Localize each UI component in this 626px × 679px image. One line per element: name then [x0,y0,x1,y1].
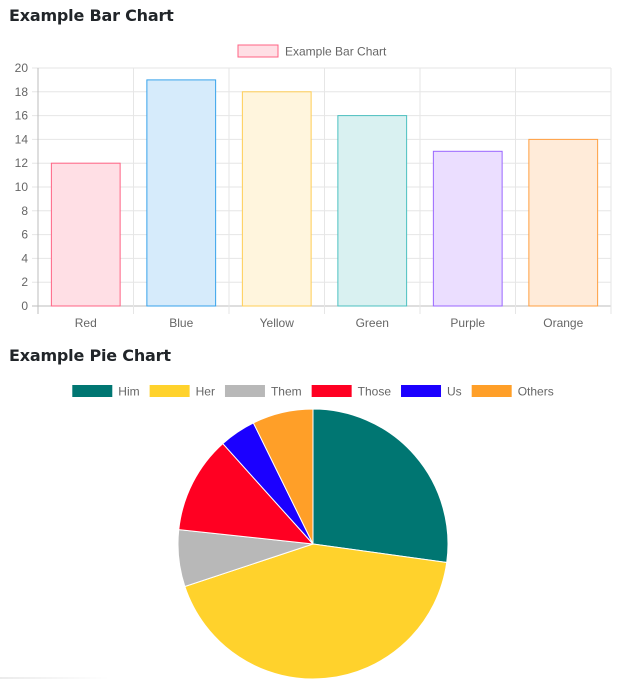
pie-legend-item[interactable]: Us [401,385,462,399]
bar-y-tick-label: 8 [21,204,28,218]
bar-blue[interactable] [146,79,217,307]
bar-x-tick-labels: Red Blue Yellow Green Purple Orange [75,316,584,330]
pie-legend-item[interactable]: Her [149,385,215,399]
bar-x-tick-label: Red [75,316,97,330]
pie-chart-legend[interactable]: Him Her Them Those Us Others [72,385,554,399]
bar-y-tick-label: 14 [15,132,29,146]
pie-chart-heading: Example Pie Chart [9,346,171,365]
bar-green[interactable] [337,115,408,307]
bar-y-tick-label: 16 [15,109,29,123]
pie-legend-swatch [401,385,442,397]
bar-y-tick-label: 10 [15,180,29,194]
bar-orange[interactable] [528,138,599,307]
bar-y-tick-label: 6 [21,228,28,242]
bar-y-tick-labels: 0 2 4 6 8 10 12 14 16 18 20 [15,61,29,313]
pie-legend-item[interactable]: Him [72,385,140,399]
pie-legend-swatch [471,385,512,397]
bar-y-tick-label: 18 [15,85,29,99]
pie-legend-label: Those [358,385,392,399]
bar-yellow[interactable] [241,91,312,307]
bar-x-tick-label: Purple [450,316,485,330]
bar-grid [32,67,612,314]
bar-y-tick-label: 2 [21,275,28,289]
bar-x-tick-label: Orange [543,316,583,330]
bar-purple[interactable] [432,150,503,307]
bar-y-tick-label: 20 [15,61,29,75]
bottom-divider [0,677,110,679]
pie-legend-swatch [149,385,190,397]
bar-chart-legend[interactable]: Example Bar Chart [237,44,387,59]
bar-y-tick-label: 12 [15,156,29,170]
pie-slice-others[interactable] [252,408,314,545]
bar-marks [50,79,599,307]
pie-legend-label: Him [118,385,139,399]
bar-chart: Example Bar Chart 0 2 4 6 8 10 12 14 16 18 20 Red B… [15,44,612,330]
bar-chart-heading: Example Bar Chart [9,6,174,25]
pie-legend-label: Them [271,385,302,399]
bar-red[interactable] [50,162,121,307]
bar-x-tick-label: Blue [169,316,193,330]
bar-y-tick-label: 0 [21,299,28,313]
pie-legend-swatch [72,385,113,397]
pie-legend-label: Us [447,385,462,399]
pie-legend-item[interactable]: Those [311,385,392,399]
pie-legend-label: Her [196,385,215,399]
pie-legend-swatch [224,385,265,397]
bar-y-tick-label: 4 [21,251,28,265]
pie-legend-item[interactable]: Them [224,385,302,399]
pie-slice-him[interactable] [312,408,449,564]
pie-slice-her[interactable] [184,543,448,679]
bar-x-tick-label: Yellow [260,316,295,330]
pie-slices [177,408,449,679]
bar-legend-swatch [237,44,279,58]
pie-chart: Him Her Them Those Us Others [72,385,554,679]
pie-legend-swatch [311,385,352,397]
bar-legend-label: Example Bar Chart [285,45,387,59]
pie-legend-item[interactable]: Others [471,385,554,399]
pie-slice-those[interactable] [178,442,315,545]
pie-legend-label: Others [518,385,554,399]
bar-x-tick-label: Green [356,316,389,330]
